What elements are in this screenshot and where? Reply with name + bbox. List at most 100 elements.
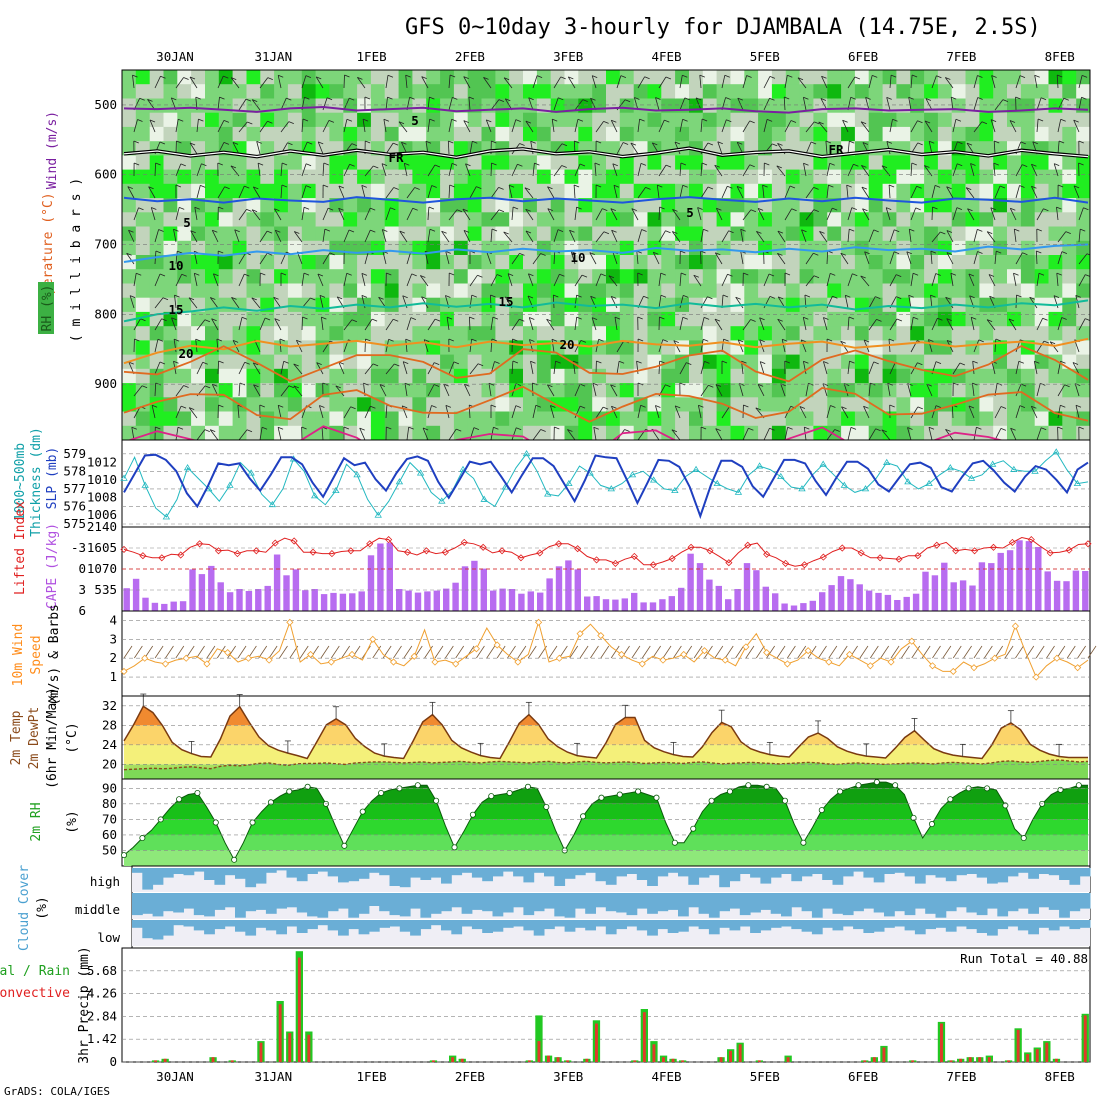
rh-cell [329, 326, 344, 341]
wind-barb-flag [302, 118, 309, 122]
thickness-point [395, 478, 404, 485]
wind-barb-flag [277, 426, 284, 430]
wind-barb-flag [818, 121, 824, 125]
wind-barb-flag [746, 75, 752, 78]
wind-barb-flag [620, 75, 627, 78]
wind-barb [427, 229, 431, 243]
rh-cell [343, 411, 358, 427]
wind-barb [714, 252, 723, 265]
li-point [838, 544, 846, 552]
rh-cell [509, 98, 524, 114]
wind-barb [952, 163, 958, 177]
cloud-high-bar [729, 868, 741, 882]
rh-cell [509, 297, 524, 313]
cape-bar [339, 593, 347, 611]
wind-barb-flag [769, 97, 775, 101]
wind-barb [589, 252, 597, 265]
wind-barb-flag [274, 208, 280, 212]
rh-cell [135, 383, 151, 398]
sfc-barb [175, 645, 185, 659]
wind-barb-flag [1000, 406, 1007, 409]
wind-barb [1015, 75, 1021, 89]
cloud-middle-bar [523, 893, 535, 916]
wind-barb [196, 163, 202, 177]
wind-barb-flag [887, 382, 893, 386]
wind-barb [821, 76, 828, 89]
wind-barb-flag [212, 229, 218, 233]
panel-pressure-levels [122, 70, 1090, 440]
rh-cell [453, 326, 469, 341]
cloud-middle-bar [698, 893, 710, 914]
wind-barb [803, 361, 807, 375]
sfc-barb [496, 645, 506, 659]
wind-barb [570, 251, 576, 265]
cloud-high-bar [1007, 868, 1019, 877]
wind-barb-flag [477, 363, 484, 367]
wind-barb-flag [519, 318, 525, 322]
rh-cell [868, 326, 884, 341]
rh-cell [813, 340, 828, 356]
rh-cell [440, 283, 455, 299]
li-point [1084, 540, 1092, 548]
rh-cell [965, 411, 980, 427]
wind-barb [385, 142, 394, 155]
wind-speed-point [410, 652, 418, 660]
rh-cell [523, 269, 538, 284]
rh-cell [854, 226, 870, 242]
rh-cell [799, 269, 814, 284]
wind-barb-flag [267, 252, 273, 256]
rh-cell [993, 411, 1008, 427]
rh-cell [1062, 411, 1077, 427]
rh-cell [509, 70, 524, 85]
wind-barb [693, 274, 702, 287]
rh-cell [771, 326, 787, 341]
rh-cell [675, 340, 690, 356]
rh-cell [301, 283, 317, 299]
rh-cell [744, 198, 759, 213]
rh-cell [1020, 411, 1036, 427]
wind-barb-flag [433, 384, 440, 387]
wind-barb-flag [138, 207, 144, 211]
rh-cell [287, 397, 303, 413]
wind-barb-flag [865, 97, 871, 100]
precip-conv-bar [556, 1057, 560, 1062]
cape-bar [847, 579, 854, 611]
wind-barb-flag [532, 382, 538, 386]
li-point [385, 536, 393, 544]
wind-barb [742, 319, 751, 331]
cape-bar [621, 598, 628, 611]
wind-barb [864, 251, 870, 265]
wind-barb-flag [216, 338, 223, 342]
wind-barb [338, 185, 345, 199]
wind-barb-flag [611, 229, 617, 233]
rh-cell [647, 297, 662, 313]
rh-cell [730, 326, 745, 341]
rh-cell [675, 283, 690, 299]
rh-cell [481, 183, 496, 199]
cloud-middle-bar [781, 893, 792, 917]
cloud-middle-bar [327, 893, 339, 912]
wind-barb [511, 360, 514, 375]
wind-barb-flag [704, 361, 710, 364]
wind-barb-flag [379, 384, 386, 387]
cloud-high-bar [678, 868, 689, 877]
rh-cell [924, 126, 939, 142]
rh-cell [315, 297, 330, 313]
wind-speed-point [1053, 654, 1061, 662]
cloud-low-bar [317, 920, 329, 926]
cape-bar [236, 589, 243, 611]
rh-cell [813, 269, 828, 284]
wind-barb [427, 119, 431, 133]
wind-barb-flag [579, 405, 586, 409]
sfc-barb [527, 645, 537, 659]
wind-barb-flag [659, 206, 665, 210]
run-total: Run Total = 40.88 [960, 951, 1088, 966]
wind-barb [364, 207, 371, 221]
wind-barb [868, 229, 875, 243]
rh-cell [716, 311, 731, 327]
wind-barb-flag [777, 230, 784, 234]
precip-conv-bar [959, 1058, 963, 1062]
rh-cell [592, 340, 607, 356]
wind-barb [1078, 274, 1086, 287]
dewpt-area [124, 760, 1088, 779]
